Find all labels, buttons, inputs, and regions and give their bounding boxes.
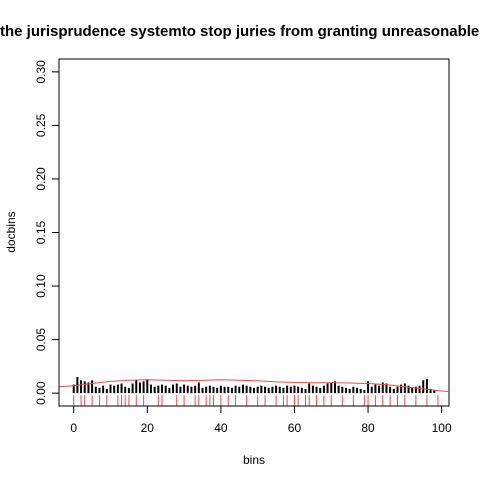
x-axis-label: bins bbox=[243, 453, 265, 467]
x-tick-label: 0 bbox=[70, 421, 77, 435]
x-tick-label: 20 bbox=[141, 421, 155, 435]
bar-series bbox=[72, 377, 436, 394]
y-tick-label: 0.00 bbox=[34, 381, 48, 405]
x-tick-label: 100 bbox=[432, 421, 452, 435]
y-tick-label: 0.20 bbox=[34, 167, 48, 191]
y-axis: 0.00 0.05 0.10 0.15 0.20 0.25 0.30 bbox=[34, 60, 60, 405]
density-curve bbox=[58, 379, 450, 392]
plot-frame bbox=[58, 58, 450, 407]
plot-area bbox=[58, 58, 450, 407]
y-tick-label: 0.10 bbox=[34, 274, 48, 298]
y-tick-label: 0.25 bbox=[34, 113, 48, 137]
y-tick-label: 0.05 bbox=[34, 328, 48, 352]
chart-title: the jurisprudence systemto stop juries f… bbox=[0, 23, 480, 40]
x-tick-label: 80 bbox=[361, 421, 375, 435]
x-tick-label: 60 bbox=[288, 421, 302, 435]
y-tick-label: 0.15 bbox=[34, 220, 48, 244]
x-axis: 0 20 40 60 80 100 bbox=[70, 405, 452, 435]
y-tick-label: 0.30 bbox=[34, 60, 48, 84]
rug-marks bbox=[73, 395, 439, 407]
x-tick-label: 40 bbox=[214, 421, 228, 435]
y-axis-label: docbins bbox=[4, 211, 18, 252]
